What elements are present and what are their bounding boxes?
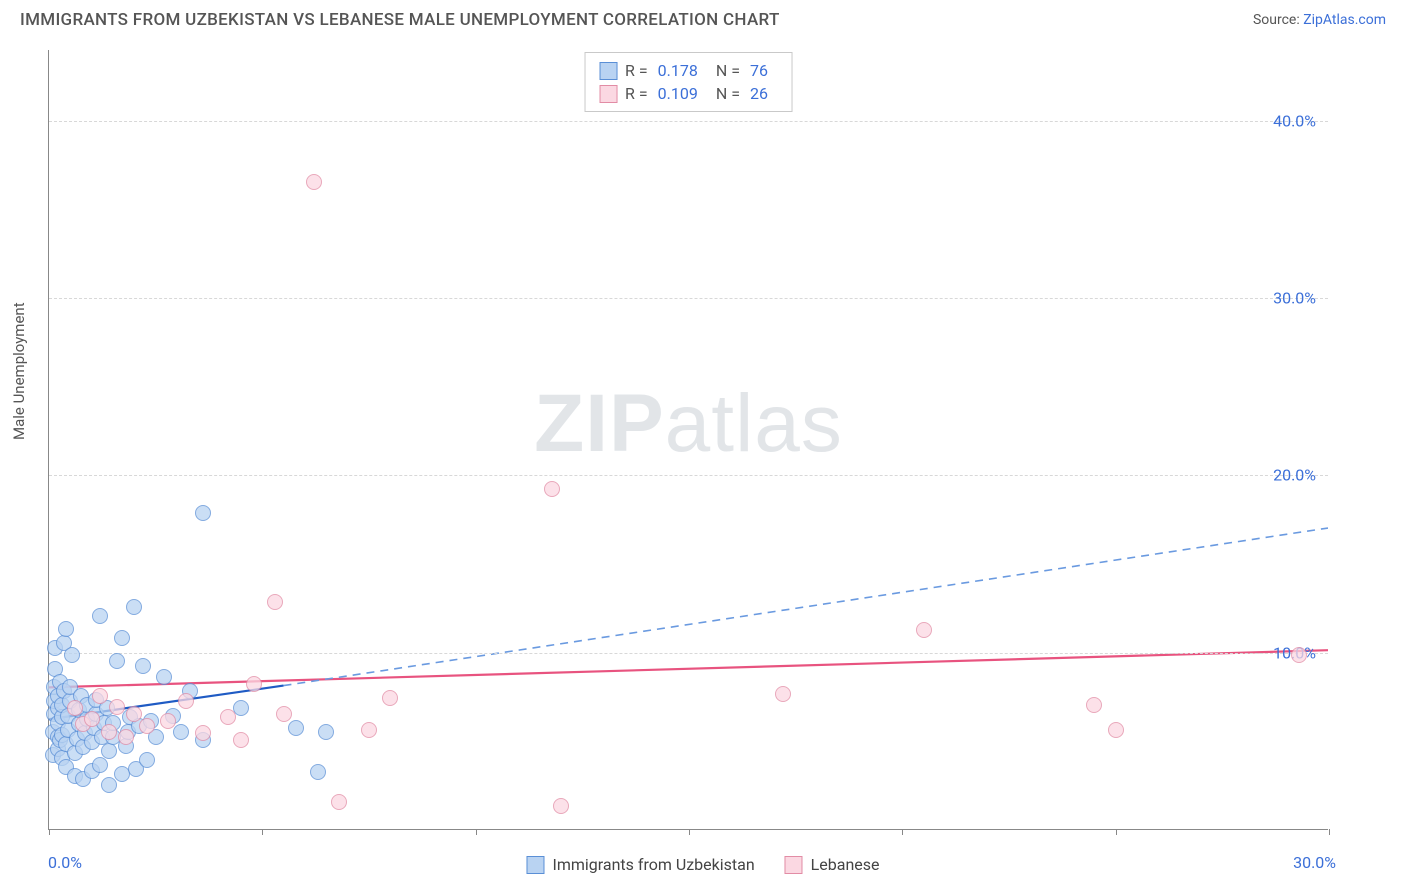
data-point xyxy=(84,711,100,727)
gridline xyxy=(49,475,1328,476)
data-point xyxy=(173,724,189,740)
data-point xyxy=(67,700,83,716)
legend-item: Lebanese xyxy=(785,855,880,874)
data-point xyxy=(118,729,134,745)
n-label: N = xyxy=(716,61,740,80)
gridline xyxy=(49,298,1328,299)
r-label: R = xyxy=(625,61,648,80)
watermark-rest: atlas xyxy=(665,378,843,469)
data-point xyxy=(126,706,142,722)
data-point xyxy=(382,690,398,706)
x-tick-mark xyxy=(689,829,690,835)
source-label: Source: xyxy=(1253,12,1303,28)
legend-stats: R = 0.178 N = 76 R = 0.109 N = 26 xyxy=(584,52,793,112)
data-point xyxy=(306,174,322,190)
x-tick-max: 30.0% xyxy=(1293,853,1336,872)
series-label: Immigrants from Uzbekistan xyxy=(552,855,754,874)
data-point xyxy=(109,653,125,669)
swatch-icon xyxy=(785,856,803,874)
gridline xyxy=(49,653,1328,654)
data-point xyxy=(58,621,74,637)
data-point xyxy=(160,713,176,729)
data-point xyxy=(109,699,125,715)
gridline xyxy=(49,121,1328,122)
x-tick-mark xyxy=(262,829,263,835)
data-point xyxy=(64,647,80,663)
watermark-bold: ZIP xyxy=(534,378,665,469)
data-point xyxy=(267,594,283,610)
data-point xyxy=(288,720,304,736)
data-point xyxy=(233,732,249,748)
legend-stats-row: R = 0.109 N = 26 xyxy=(599,82,778,105)
r-value: 0.109 xyxy=(658,84,698,103)
y-tick-label: 20.0% xyxy=(1273,466,1316,485)
data-point xyxy=(101,724,117,740)
swatch-icon xyxy=(599,85,617,103)
data-point xyxy=(139,718,155,734)
x-tick-mark xyxy=(476,829,477,835)
r-value: 0.178 xyxy=(658,61,698,80)
data-point xyxy=(220,709,236,725)
data-point xyxy=(1291,647,1307,663)
swatch-icon xyxy=(599,62,617,80)
data-point xyxy=(544,481,560,497)
data-point xyxy=(135,658,151,674)
data-point xyxy=(195,505,211,521)
legend-item: Immigrants from Uzbekistan xyxy=(526,855,754,874)
data-point xyxy=(318,724,334,740)
x-tick-mark xyxy=(902,829,903,835)
data-point xyxy=(916,622,932,638)
data-point xyxy=(139,752,155,768)
x-tick-mark xyxy=(49,829,50,835)
data-point xyxy=(1108,722,1124,738)
data-point xyxy=(92,608,108,624)
source-credit: Source: ZipAtlas.com xyxy=(1253,12,1386,28)
y-axis-label: Male Unemployment xyxy=(10,302,28,440)
watermark: ZIPatlas xyxy=(534,377,843,471)
data-point xyxy=(361,722,377,738)
chart-header: IMMIGRANTS FROM UZBEKISTAN VS LEBANESE M… xyxy=(0,0,1406,34)
legend-series: Immigrants from Uzbekistan Lebanese xyxy=(526,855,879,874)
swatch-icon xyxy=(526,856,544,874)
y-tick-label: 40.0% xyxy=(1273,111,1316,130)
chart-title: IMMIGRANTS FROM UZBEKISTAN VS LEBANESE M… xyxy=(20,10,780,30)
x-tick-mark xyxy=(1116,829,1117,835)
data-point xyxy=(178,693,194,709)
data-point xyxy=(156,669,172,685)
data-point xyxy=(114,766,130,782)
data-point xyxy=(246,676,262,692)
legend-stats-row: R = 0.178 N = 76 xyxy=(599,59,778,82)
n-label: N = xyxy=(716,84,740,103)
data-point xyxy=(101,743,117,759)
n-value: 26 xyxy=(750,84,768,103)
series-label: Lebanese xyxy=(811,855,880,874)
n-value: 76 xyxy=(750,61,768,80)
data-point xyxy=(92,688,108,704)
x-tick-mark xyxy=(1329,829,1330,835)
plot-area: ZIPatlas R = 0.178 N = 76 R = 0.109 N = … xyxy=(48,50,1328,830)
source-link[interactable]: ZipAtlas.com xyxy=(1303,12,1386,28)
data-point xyxy=(276,706,292,722)
x-tick-min: 0.0% xyxy=(48,853,82,872)
data-point xyxy=(331,794,347,810)
data-point xyxy=(114,630,130,646)
data-point xyxy=(126,599,142,615)
data-point xyxy=(553,798,569,814)
data-point xyxy=(195,725,211,741)
data-point xyxy=(92,757,108,773)
r-label: R = xyxy=(625,84,648,103)
data-point xyxy=(310,764,326,780)
y-tick-label: 30.0% xyxy=(1273,289,1316,308)
data-point xyxy=(1086,697,1102,713)
data-point xyxy=(775,686,791,702)
